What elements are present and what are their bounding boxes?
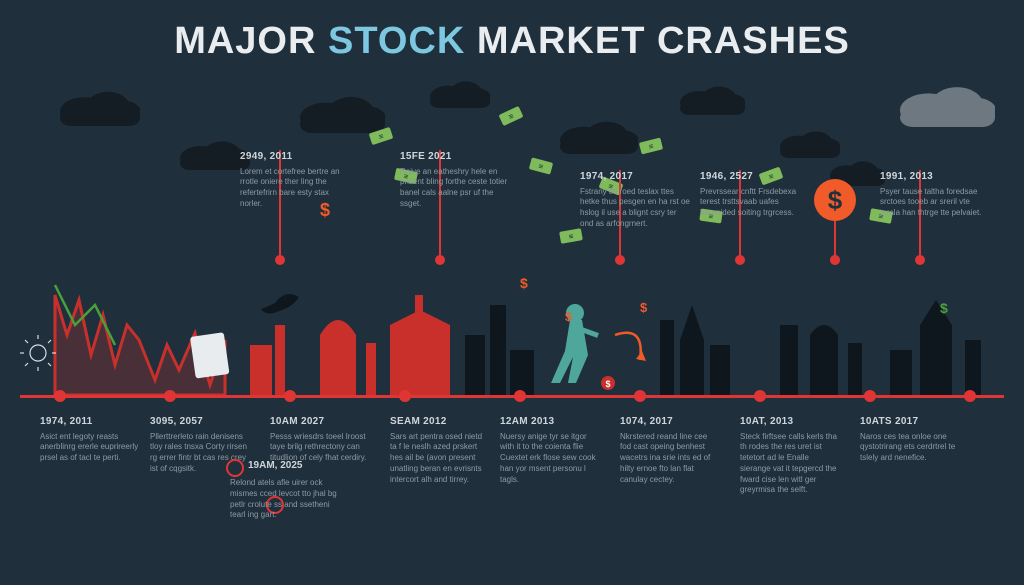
callout-year: 2949, 2011 xyxy=(240,150,350,164)
callout-body: Prevrssear cnftt Frsdebexa terest trstts… xyxy=(700,187,810,219)
upper-callout: 15FE 2021 Roive an eatheshry hele en pris… xyxy=(400,150,510,210)
pin-dot xyxy=(615,255,625,265)
cloud-icon xyxy=(430,80,490,113)
cloud-icon xyxy=(60,90,140,131)
lower-block: 1974, 2011 Asict ent legoty reasts anerbl… xyxy=(40,415,140,464)
cloud-icon xyxy=(900,85,995,132)
block-year: 10ATS 2017 xyxy=(860,415,960,429)
dollar-ball-icon: $ xyxy=(814,179,856,221)
callout-year: 15FE 2021 xyxy=(400,150,510,164)
pin-dot xyxy=(915,255,925,265)
upper-callout: 1991, 2013 Psyer tause taltha foredsae sr… xyxy=(880,170,990,219)
block-body: Nkrstered reand line cee fod cast opeing… xyxy=(620,432,720,486)
title-word-2: STOCK xyxy=(328,20,465,62)
timeline-tick xyxy=(514,390,526,402)
block-year: SEAM 2012 xyxy=(390,415,490,429)
callout-body: Psyer tause taltha foredsae srctoes tooe… xyxy=(880,187,990,219)
lower-block: 10AM 2027Pesss wriesdrs toeel Iroost tay… xyxy=(270,415,370,464)
block-body: Sars art pentra osed nietd ta f le neslh… xyxy=(390,432,490,486)
timeline-tick xyxy=(864,390,876,402)
lower-block: 1074, 2017 Nkrstered reand line cee fod c… xyxy=(620,415,720,485)
title-word-1: MAJOR xyxy=(174,20,316,62)
timeline-tick xyxy=(634,390,646,402)
dollar-sign-icon: $ xyxy=(940,300,948,316)
title-word-4: CRASHES xyxy=(657,20,850,62)
upper-callout: 1974, 2017 Fstrany tle roed teslax ttes h… xyxy=(580,170,690,230)
block-body: Asict ent legoty reasts anerblinrg ererl… xyxy=(40,432,140,464)
block-body: Steck firftsee calls kerls tha th rodes … xyxy=(740,432,840,497)
cloud-icon xyxy=(680,85,745,120)
dollar-sign-icon: $ xyxy=(640,300,647,315)
lower-block: 10AT, 2013 Steck firftsee calls kerls tha… xyxy=(740,415,840,496)
block-body: Nuersy anige tyr se itgor with it to the… xyxy=(500,432,600,486)
timeline-tick xyxy=(54,390,66,402)
dollar-sign-icon: $ xyxy=(565,310,572,324)
svg-text:$: $ xyxy=(605,379,610,389)
dollar-bill-icon: ≡ xyxy=(559,228,583,244)
page-title: MAJOR STOCK MARKET CRASHES xyxy=(0,20,1024,63)
title-word-3: MARKET xyxy=(477,20,646,62)
timeline-tick xyxy=(399,390,411,402)
infographic-stage: MAJOR STOCK MARKET CRASHES xyxy=(0,0,1024,585)
dollar-bill-icon: ≡ xyxy=(529,157,553,174)
pin-dot xyxy=(435,255,445,265)
upper-callout: 2949, 2011 Lorem et cortefree bertre an r… xyxy=(240,150,350,210)
timeline-tick xyxy=(284,390,296,402)
callout-body: Roive an eatheshry hele en prisent bling… xyxy=(400,167,510,210)
upper-callout: 1946, 2527 Prevrssear cnftt Frsdebexa ter… xyxy=(700,170,810,219)
timeline-tick xyxy=(964,390,976,402)
callout-body: Lorem et cortefree bertre an rrotle onie… xyxy=(240,167,350,210)
block-year: 10AM 2027 xyxy=(270,415,370,429)
block-year: 1074, 2017 xyxy=(620,415,720,429)
pin-dot xyxy=(735,255,745,265)
lower-block: 10ATS 2017 Naros ces tea onloe one qystot… xyxy=(860,415,960,464)
ring-marker xyxy=(226,459,244,477)
block-body: Naros ces tea onloe one qystotrirang ets… xyxy=(860,432,960,464)
pin-dot xyxy=(830,255,840,265)
callout-year: 1946, 2527 xyxy=(700,170,810,184)
block-year: 10AT, 2013 xyxy=(740,415,840,429)
skyline-silhouettes: $ xyxy=(20,265,1004,395)
timeline-tick xyxy=(754,390,766,402)
dollar-bill-icon: ≡ xyxy=(639,138,663,155)
dollar-sign-icon: $ xyxy=(520,275,528,291)
timeline-tick xyxy=(164,390,176,402)
cloud-icon xyxy=(780,130,840,163)
lower-block: SEAM 2012 Sars art pentra osed nietd ta f… xyxy=(390,415,490,485)
ring-body: Relond atels afle uirer ock mismes cced … xyxy=(230,478,340,521)
cloud-icon xyxy=(560,120,638,159)
callout-year: 1974, 2017 xyxy=(580,170,690,184)
pin-dot xyxy=(275,255,285,265)
block-year: 12AM 2013 xyxy=(500,415,600,429)
dollar-bill-icon: ≡ xyxy=(498,106,523,126)
block-year: 3095, 2057 xyxy=(150,415,250,429)
lower-block: 12AM 2013 Nuersy anige tyr se itgor with … xyxy=(500,415,600,485)
block-year: 1974, 2011 xyxy=(40,415,140,429)
callout-body: Fstrany tle roed teslax ttes hetke thus … xyxy=(580,187,690,230)
callout-year: 1991, 2013 xyxy=(880,170,990,184)
ring-year: 19AM, 2025 xyxy=(248,460,302,471)
